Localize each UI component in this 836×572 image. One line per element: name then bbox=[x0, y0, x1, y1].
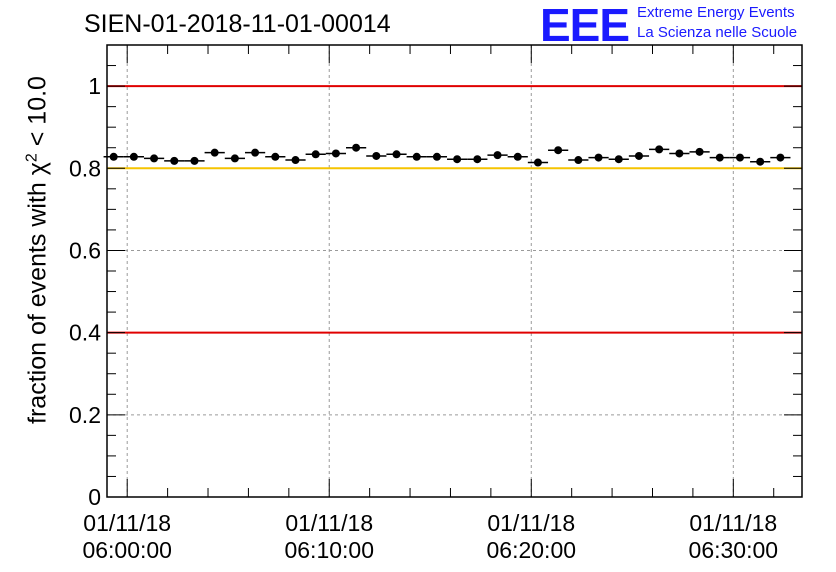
chart-title: SIEN-01-2018-11-01-00014 bbox=[84, 10, 391, 38]
data-point bbox=[331, 149, 340, 158]
y-tick-label: 0.6 bbox=[69, 237, 101, 263]
y-tick-label: 0.2 bbox=[69, 402, 101, 428]
data-point bbox=[150, 154, 159, 163]
data-point bbox=[170, 156, 179, 165]
x-tick-label-date: 01/11/18 bbox=[689, 510, 777, 536]
x-tick-label-time: 06:20:00 bbox=[487, 537, 577, 563]
y-tick-label: 0.8 bbox=[69, 155, 101, 181]
x-tick-label-time: 06:00:00 bbox=[82, 537, 172, 563]
data-point bbox=[372, 151, 381, 160]
data-point bbox=[493, 151, 502, 160]
data-point bbox=[554, 146, 563, 155]
data-point bbox=[129, 152, 138, 161]
data-point bbox=[453, 155, 462, 164]
plot-area bbox=[107, 45, 802, 497]
logo-line-1: Extreme Energy Events bbox=[637, 4, 795, 21]
logo-mark: EEE bbox=[540, 0, 630, 51]
data-point bbox=[251, 148, 260, 157]
data-point bbox=[574, 156, 583, 165]
data-point bbox=[210, 148, 219, 157]
data-point bbox=[392, 150, 401, 159]
y-tick-label: 1 bbox=[88, 73, 101, 99]
data-point bbox=[352, 143, 361, 152]
data-point bbox=[594, 153, 603, 162]
x-tick-label-date: 01/11/18 bbox=[83, 510, 171, 536]
data-point bbox=[715, 153, 724, 162]
y-tick-label: 0 bbox=[88, 484, 101, 510]
data-point bbox=[614, 155, 623, 164]
data-point bbox=[695, 147, 704, 156]
data-point bbox=[109, 152, 118, 161]
logo-line-2: La Scienza nelle Scuole bbox=[637, 24, 798, 41]
data-point bbox=[271, 152, 280, 161]
data-point bbox=[756, 157, 765, 166]
plot-frame bbox=[106, 44, 803, 498]
data-point bbox=[230, 154, 239, 163]
data-point bbox=[533, 158, 542, 167]
data-point bbox=[735, 153, 744, 162]
data-point bbox=[634, 151, 643, 160]
data-point bbox=[675, 149, 684, 158]
x-tick-label-date: 01/11/18 bbox=[487, 510, 575, 536]
x-tick-label-time: 06:30:00 bbox=[689, 537, 779, 563]
data-point bbox=[432, 152, 441, 161]
data-point bbox=[776, 153, 785, 162]
x-tick-label-time: 06:10:00 bbox=[284, 537, 374, 563]
data-point bbox=[190, 156, 199, 165]
data-point bbox=[473, 155, 482, 164]
data-point bbox=[655, 145, 664, 154]
data-point bbox=[311, 150, 320, 159]
data-point bbox=[412, 152, 421, 161]
y-axis-label: fraction of events with χ2 < 10.0 bbox=[23, 76, 52, 424]
data-point bbox=[291, 156, 300, 165]
y-tick-label: 0.4 bbox=[69, 320, 101, 346]
data-point bbox=[513, 152, 522, 161]
x-tick-label-date: 01/11/18 bbox=[285, 510, 373, 536]
